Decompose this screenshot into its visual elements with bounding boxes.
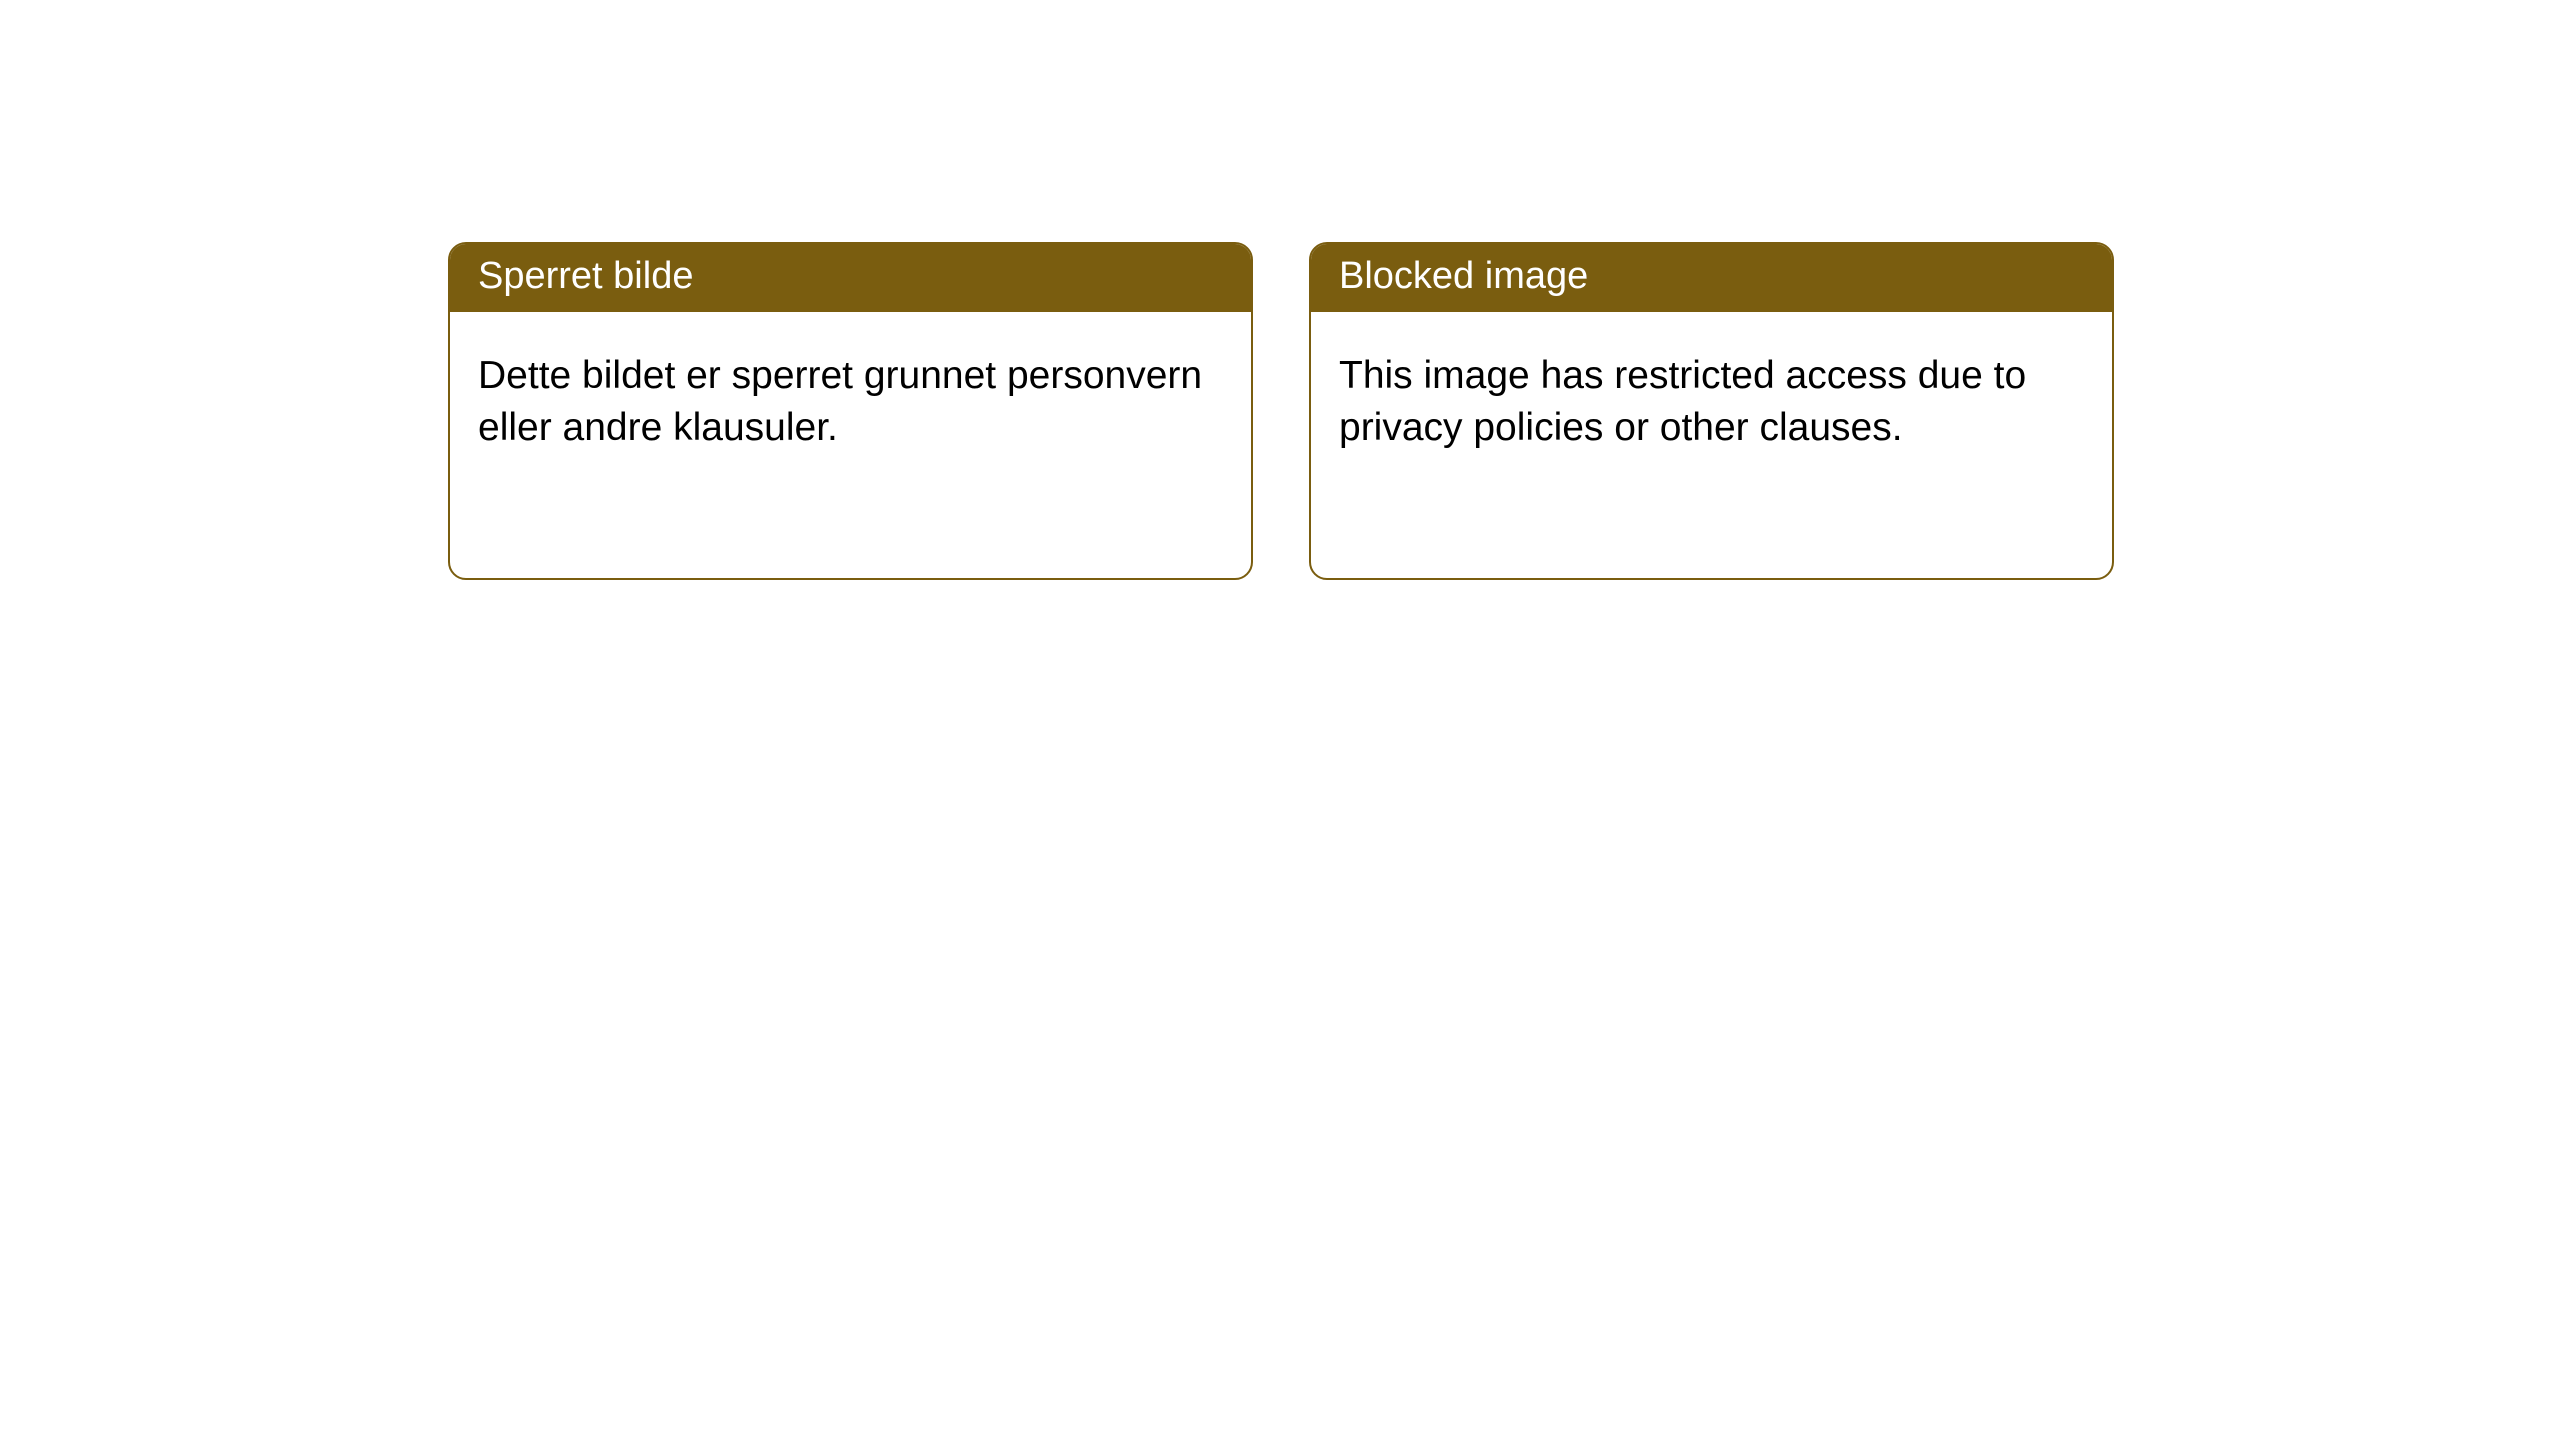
notice-card-english: Blocked image This image has restricted … [1309, 242, 2114, 580]
notice-card-norwegian: Sperret bilde Dette bildet er sperret gr… [448, 242, 1253, 580]
notice-title-english: Blocked image [1311, 244, 2112, 312]
notice-body-english: This image has restricted access due to … [1311, 312, 2112, 483]
notice-title-norwegian: Sperret bilde [450, 244, 1251, 312]
notice-body-norwegian: Dette bildet er sperret grunnet personve… [450, 312, 1251, 483]
notice-container: Sperret bilde Dette bildet er sperret gr… [0, 0, 2560, 580]
